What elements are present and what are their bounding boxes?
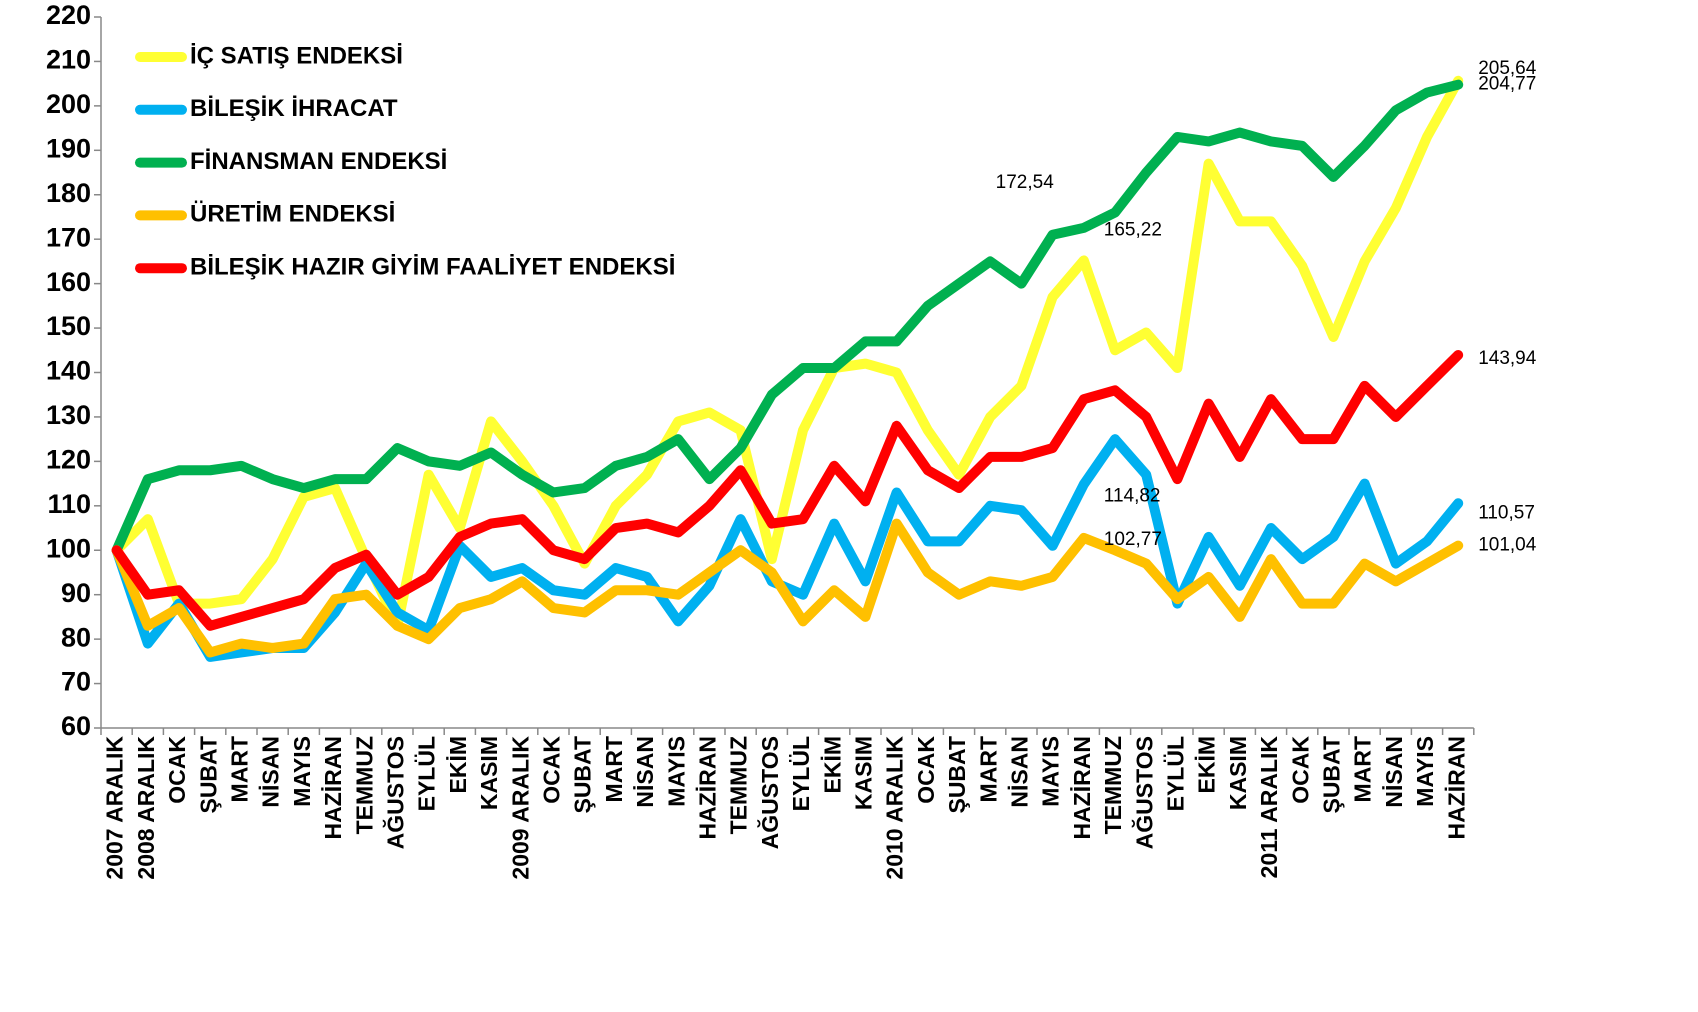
series-line xyxy=(111,75,1464,631)
x-tick-label: OCAK xyxy=(538,736,564,804)
x-tick-label: ŞUBAT xyxy=(1318,736,1344,814)
x-tick-label: TEMMUZ xyxy=(1100,736,1126,834)
data-label: 110,57 xyxy=(1478,502,1535,523)
y-tick-label: 120 xyxy=(46,445,91,475)
y-tick-label: 60 xyxy=(61,711,91,741)
x-tick-label: ŞUBAT xyxy=(195,736,221,814)
x-tick-label: 2009 ARALIK xyxy=(507,736,533,880)
x-tick-label: TEMMUZ xyxy=(351,736,377,834)
x-tick-label: MART xyxy=(226,736,252,802)
y-tick-label: 220 xyxy=(46,0,91,30)
legend-label: BİLEŞİK HAZIR GİYİM FAALİYET ENDEKSİ xyxy=(190,254,675,281)
x-tick-label: EKİM xyxy=(819,736,845,794)
x-tick-label: MART xyxy=(975,736,1001,802)
data-label: 143,94 xyxy=(1478,348,1537,369)
x-tick-label: OCAK xyxy=(913,736,939,804)
y-tick-label: 170 xyxy=(46,222,91,252)
x-tick-label: EYLÜL xyxy=(414,736,440,811)
x-tick-label: HAZİRAN xyxy=(694,736,720,840)
x-tick-label: NİSAN xyxy=(258,736,284,808)
x-tick-label: 2010 ARALIK xyxy=(882,736,908,880)
x-tick-label: KASIM xyxy=(476,736,502,810)
y-tick-label: 80 xyxy=(61,622,91,652)
series-line xyxy=(111,349,1464,631)
x-tick-label: EKİM xyxy=(445,736,471,794)
y-tick-label: 180 xyxy=(46,178,91,208)
x-tick-label: MAYIS xyxy=(1412,736,1438,807)
x-tick-label: 2007 ARALIK xyxy=(102,736,128,880)
x-tick-label: OCAK xyxy=(1287,736,1313,804)
legend-label: ÜRETİM ENDEKSİ xyxy=(190,201,395,228)
x-tick-label: MAYIS xyxy=(289,736,315,807)
y-tick-label: 90 xyxy=(61,578,91,608)
data-label: 101,04 xyxy=(1478,535,1537,556)
x-tick-label: ŞUBAT xyxy=(570,736,596,814)
x-tick-label: KASIM xyxy=(850,736,876,810)
x-tick-label: 2008 ARALIK xyxy=(133,736,159,880)
x-tick-label: ŞUBAT xyxy=(944,736,970,814)
data-label: 205,64 xyxy=(1478,58,1537,79)
x-tick-label: AĞUSTOS xyxy=(1130,736,1157,849)
x-tick-label: NİSAN xyxy=(1381,736,1407,808)
x-tick-label: NİSAN xyxy=(632,736,658,808)
legend-label: İÇ SATIŞ ENDEKSİ xyxy=(190,42,403,69)
x-tick-label: MART xyxy=(601,736,627,802)
x-tick-label: MAYIS xyxy=(663,736,689,807)
x-tick-label: 2011 ARALIK xyxy=(1256,736,1282,879)
x-tick-label: EKİM xyxy=(1194,736,1220,794)
data-label: 172,54 xyxy=(996,172,1055,193)
x-tick-label: OCAK xyxy=(164,736,190,804)
y-tick-label: 200 xyxy=(46,89,91,119)
y-tick-label: 110 xyxy=(47,489,91,519)
x-tick-label: NİSAN xyxy=(1006,736,1032,808)
x-tick-label: EYLÜL xyxy=(1162,736,1188,811)
y-tick-label: 150 xyxy=(46,311,91,341)
data-label: 165,22 xyxy=(1104,219,1162,240)
series-line xyxy=(111,518,1464,658)
x-tick-label: MART xyxy=(1350,736,1376,802)
y-tick-label: 140 xyxy=(46,356,91,386)
y-tick-label: 100 xyxy=(46,533,91,563)
y-tick-label: 70 xyxy=(61,667,91,697)
x-tick-label: HAZİRAN xyxy=(1069,736,1095,840)
y-tick-label: 190 xyxy=(46,133,91,163)
x-tick-label: EYLÜL xyxy=(788,736,814,811)
x-tick-label: KASIM xyxy=(1225,736,1251,810)
data-label: 114,82 xyxy=(1104,485,1161,506)
x-tick-label: TEMMUZ xyxy=(726,736,752,834)
x-tick-label: MAYIS xyxy=(1038,736,1064,807)
x-tick-label: AĞUSTOS xyxy=(381,736,408,849)
y-tick-label: 210 xyxy=(46,45,91,75)
x-tick-label: HAZİRAN xyxy=(1443,736,1469,840)
y-tick-label: 160 xyxy=(46,267,91,297)
data-label: 102,77 xyxy=(1104,529,1162,550)
x-tick-label: HAZİRAN xyxy=(320,736,346,840)
legend-label: BİLEŞİK İHRACAT xyxy=(190,95,398,122)
y-tick-label: 130 xyxy=(46,400,91,430)
series-line xyxy=(111,79,1464,556)
legend-label: FİNANSMAN ENDEKSİ xyxy=(190,148,447,175)
data-label: 204,77 xyxy=(1478,74,1536,95)
x-tick-label: AĞUSTOS xyxy=(756,736,783,849)
